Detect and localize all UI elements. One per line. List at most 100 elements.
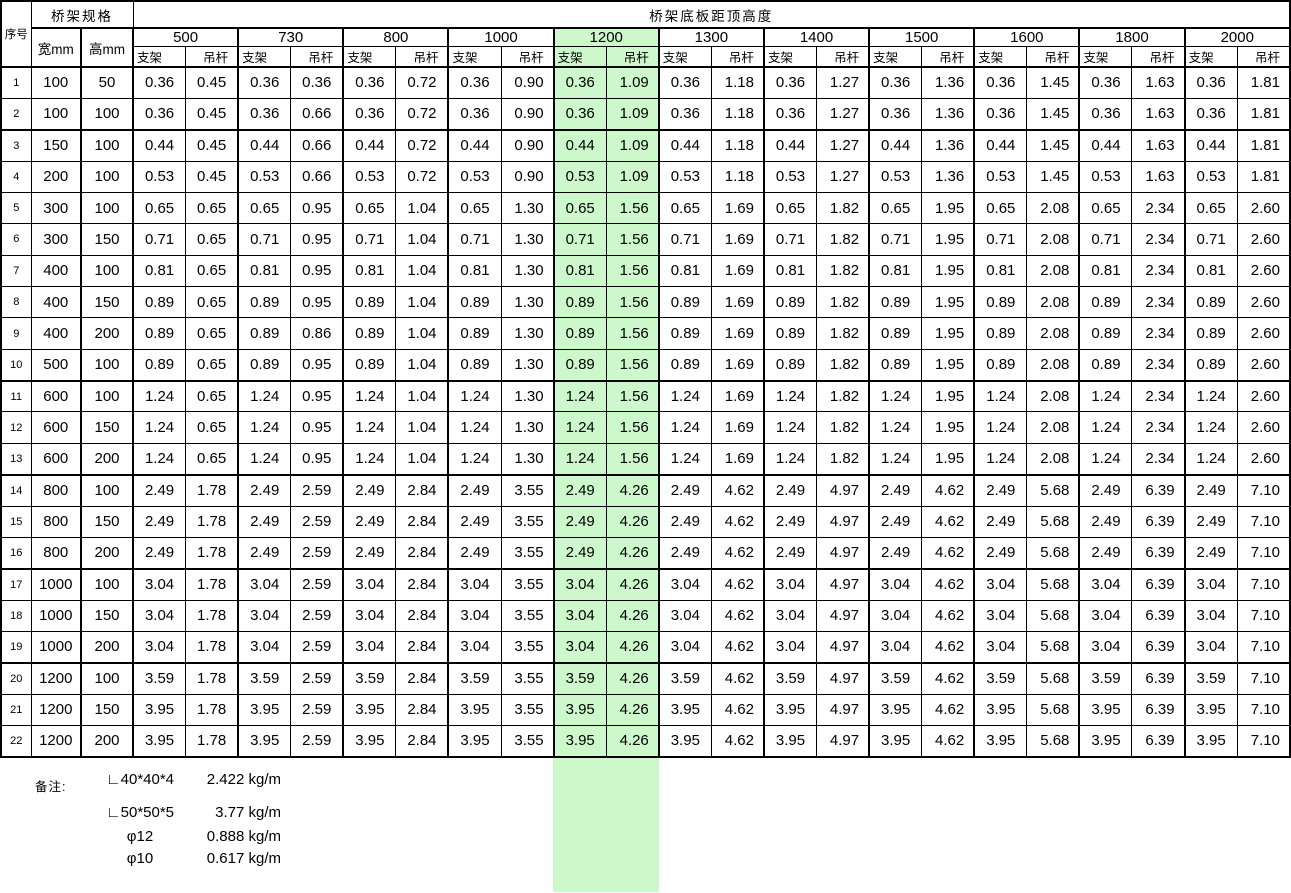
row-number: 6 [0, 223, 32, 256]
row-number: 2 [0, 97, 32, 131]
data-cell: 1.81 [1236, 160, 1291, 193]
table-row: 22 1200 200 3.95 1.78 3.95 2.59 3.95 2.84 3.95 3.5… [0, 725, 1291, 758]
hanger-header: 吊杆 [1131, 46, 1186, 68]
data-cell: 2.59 [290, 693, 345, 727]
data-cell: 4.97 [816, 662, 871, 695]
data-cell: 1.04 [395, 254, 450, 288]
data-cell: 2.49 [973, 474, 1028, 507]
data-cell: 0.89 [342, 348, 397, 382]
width-value: 1200 [30, 693, 82, 727]
data-cell: 0.44 [447, 129, 502, 162]
subheader-row: 支架 吊杆 支架 吊杆 支架 吊杆 支架 吊杆 支架 吊杆 支架 吊杆 支架 吊杆 支架 吊杆 支架 吊杆 支架 吊杆… [1, 46, 1291, 68]
data-cell: 2.59 [290, 662, 345, 695]
data-cell: 4.62 [921, 505, 976, 538]
data-cell: 2.60 [1236, 380, 1291, 413]
col-group-label-1500: 1500 [868, 27, 976, 47]
data-cell: 0.65 [763, 191, 818, 225]
data-cell: 1.27 [816, 66, 871, 99]
data-cell: 2.49 [1184, 505, 1238, 538]
data-cell: 1.95 [921, 254, 976, 288]
table-row: 7 400 100 0.81 0.65 0.81 0.95 0.81 1.04 0.81 1.30 0… [0, 254, 1291, 288]
height-column-header: 高mm [80, 27, 134, 68]
height-value: 150 [80, 693, 134, 727]
data-cell: 0.65 [185, 254, 240, 288]
note-spec: ∟50*50*5 [105, 804, 175, 821]
data-cell: 2.34 [1131, 411, 1186, 444]
data-cell: 1.18 [710, 129, 765, 162]
data-cell: 0.72 [395, 66, 450, 99]
data-cell: 0.45 [185, 97, 240, 131]
data-cell: 2.49 [237, 536, 292, 570]
data-cell: 1.36 [921, 97, 976, 131]
data-cell: 0.81 [658, 254, 712, 288]
data-cell: 0.65 [447, 191, 502, 225]
data-cell: 0.89 [763, 348, 818, 382]
data-cell: 0.36 [658, 66, 712, 99]
data-cell: 1.82 [816, 317, 871, 350]
height-value: 200 [80, 630, 134, 664]
data-cell: 5.68 [1026, 630, 1081, 664]
width-value: 200 [30, 160, 82, 193]
data-cell: 1.63 [1131, 97, 1186, 131]
data-cell: 2.08 [1026, 380, 1081, 413]
data-cell: 0.44 [342, 129, 397, 162]
data-cell: 2.49 [868, 505, 923, 538]
data-cell: 1.24 [447, 442, 502, 476]
row-number: 9 [0, 317, 32, 350]
height-group-row: 宽mm 高mm 500 730 800 1000 1200 1300 1400 1500 160… [1, 27, 1291, 68]
data-cell: 0.81 [973, 254, 1028, 288]
data-cell: 4.26 [605, 630, 660, 664]
data-cell: 1.63 [1131, 129, 1186, 162]
data-cell: 1.95 [921, 348, 976, 382]
data-cell: 1.82 [816, 223, 871, 256]
width-value: 1200 [30, 725, 82, 758]
data-cell: 1.24 [658, 442, 712, 476]
data-cell: 0.53 [658, 160, 712, 193]
height-value: 100 [80, 380, 134, 413]
data-cell: 0.89 [1184, 348, 1238, 382]
data-cell: 2.49 [973, 536, 1028, 570]
data-cell: 3.95 [763, 693, 818, 727]
data-cell: 0.89 [342, 286, 397, 319]
data-cell: 1.82 [816, 254, 871, 288]
data-cell: 5.68 [1026, 474, 1081, 507]
data-cell: 0.53 [1078, 160, 1133, 193]
data-cell: 2.08 [1026, 348, 1081, 382]
data-cell: 2.84 [395, 599, 450, 632]
data-cell: 0.36 [553, 66, 607, 99]
data-cell: 2.49 [973, 505, 1028, 538]
data-cell: 2.60 [1236, 286, 1291, 319]
data-cell: 3.04 [342, 599, 397, 632]
data-cell: 0.65 [973, 191, 1028, 225]
data-cell: 1.24 [868, 411, 923, 444]
data-cell: 2.34 [1131, 380, 1186, 413]
data-cell: 0.90 [500, 129, 555, 162]
data-cell: 2.49 [868, 474, 923, 507]
data-cell: 2.60 [1236, 254, 1291, 288]
data-cell: 3.95 [447, 725, 502, 758]
data-cell: 1.78 [185, 599, 240, 632]
data-cell: 1.78 [185, 474, 240, 507]
row-number: 10 [0, 348, 32, 382]
hanger-header: 吊杆 [710, 46, 765, 68]
data-cell: 0.89 [658, 317, 712, 350]
data-cell: 2.60 [1236, 442, 1291, 476]
data-cell: 1.30 [500, 380, 555, 413]
data-cell: 1.45 [1026, 129, 1081, 162]
data-cell: 0.53 [868, 160, 923, 193]
data-cell: 3.59 [553, 662, 607, 695]
note-spec: φ12 [126, 828, 154, 845]
data-cell: 1.24 [1184, 380, 1238, 413]
data-cell: 0.66 [290, 129, 345, 162]
data-cell: 1.24 [447, 411, 502, 444]
data-cell: 3.95 [132, 693, 187, 727]
data-cell: 3.59 [237, 662, 292, 695]
data-cell: 2.59 [290, 599, 345, 632]
data-cell: 1.30 [500, 317, 555, 350]
data-cell: 1.24 [1184, 411, 1238, 444]
data-cell: 0.45 [185, 160, 240, 193]
data-cell: 1.56 [605, 317, 660, 350]
data-cell: 4.62 [921, 536, 976, 570]
data-cell: 1.69 [710, 254, 765, 288]
height-value: 100 [80, 662, 134, 695]
